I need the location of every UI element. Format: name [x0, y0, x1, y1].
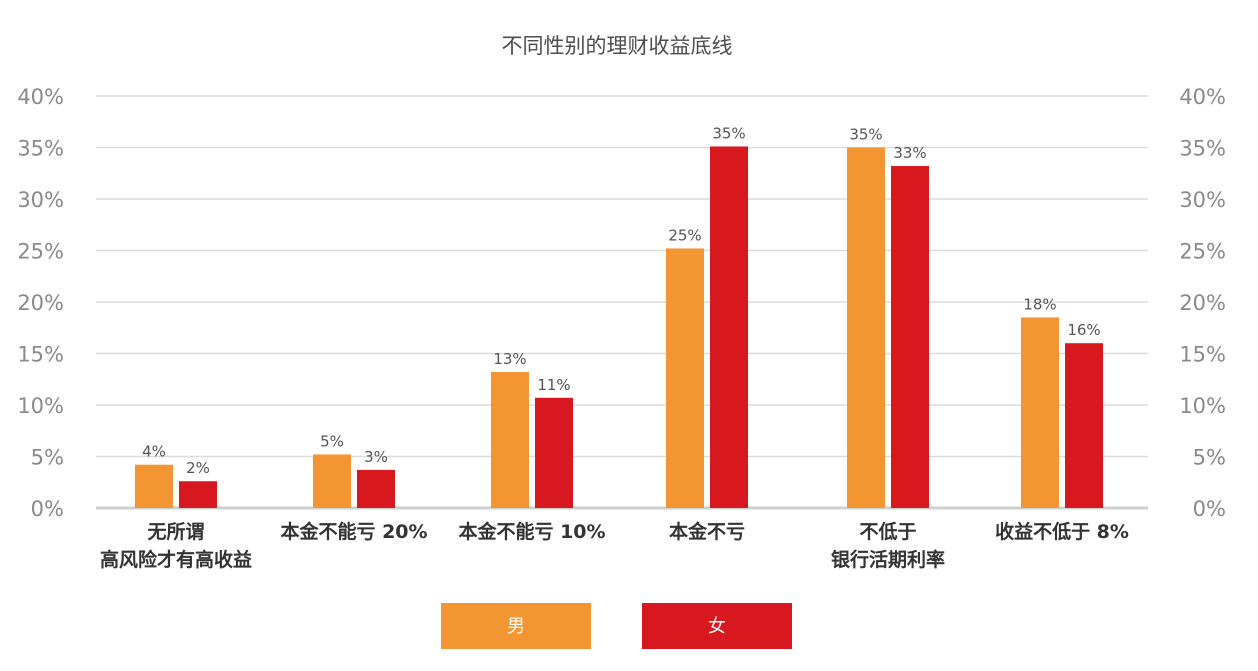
legend-label: 女 — [708, 616, 726, 637]
data-label: 11% — [537, 376, 570, 394]
y-tick-label-left: 30% — [17, 188, 64, 212]
bar-male — [491, 372, 529, 508]
bar-female — [179, 481, 217, 508]
y-tick-label-right: 5% — [1193, 446, 1226, 470]
y-tick-label-left: 15% — [17, 343, 64, 367]
category-label: 本金不亏 — [669, 520, 745, 543]
data-label: 18% — [1023, 295, 1056, 313]
bar-female — [891, 166, 929, 509]
legend: 男女 — [441, 603, 792, 649]
y-tick-label-right: 0% — [1193, 497, 1226, 521]
bar-female — [1065, 343, 1103, 508]
y-tick-label-right: 25% — [1179, 240, 1226, 264]
left-y-axis: 0% 5% 10% 15% 20% 25% 30% 35% 40% — [17, 85, 64, 521]
legend-label: 男 — [507, 616, 525, 637]
right-y-axis: 0% 5% 10% 15% 20% 25% 30% 35% 40% — [1179, 85, 1226, 521]
bar-male — [1021, 317, 1059, 508]
y-tick-label-right: 10% — [1179, 394, 1226, 418]
y-tick-label-right: 20% — [1179, 291, 1226, 315]
bar-male — [135, 464, 173, 508]
category-label: 本金不能亏 20% — [280, 520, 427, 543]
bar-female — [357, 469, 395, 508]
data-label: 13% — [493, 350, 526, 368]
bar-male — [313, 454, 351, 508]
category-label: 本金不能亏 10% — [458, 520, 605, 543]
data-label: 3% — [364, 448, 388, 466]
category-label: 收益不低于 8% — [995, 520, 1129, 543]
data-label: 25% — [668, 226, 701, 244]
legend-swatch-male — [441, 603, 591, 649]
y-tick-label-right: 40% — [1179, 85, 1226, 109]
category-label: 无所谓 — [147, 521, 204, 543]
y-tick-label-left: 35% — [17, 137, 64, 161]
grid-lines — [96, 95, 1148, 510]
y-tick-label-left: 40% — [17, 85, 64, 109]
y-tick-label-left: 0% — [31, 497, 64, 521]
chart-title: 不同性别的理财收益底线 — [502, 34, 733, 58]
data-label: 16% — [1067, 321, 1100, 339]
bar-female — [710, 146, 748, 508]
category-label: 银行活期利率 — [831, 548, 945, 571]
data-label: 2% — [186, 459, 210, 477]
category-label: 高风险才有高收益 — [100, 548, 252, 571]
data-label: 33% — [893, 144, 926, 162]
y-tick-label-left: 5% — [31, 446, 64, 470]
data-label: 35% — [849, 126, 882, 144]
data-labels: 4% 5% 13% 25% 35% 18% 2% 3% 11% 35% 33% 16% — [142, 124, 1101, 477]
data-label: 4% — [142, 443, 166, 461]
y-tick-label-left: 20% — [17, 291, 64, 315]
bar-male — [847, 147, 885, 508]
data-label: 35% — [712, 124, 745, 142]
y-tick-label-right: 30% — [1179, 188, 1226, 212]
bars — [135, 146, 1103, 509]
y-tick-label-left: 25% — [17, 240, 64, 264]
y-tick-label-right: 35% — [1179, 137, 1226, 161]
bar-female — [535, 397, 573, 508]
y-tick-label-right: 15% — [1179, 343, 1226, 367]
category-label: 不低于 — [859, 520, 916, 543]
legend-swatch-female — [642, 603, 792, 649]
bar-male — [666, 248, 704, 508]
data-label: 5% — [320, 432, 344, 450]
y-tick-label-left: 10% — [17, 394, 64, 418]
